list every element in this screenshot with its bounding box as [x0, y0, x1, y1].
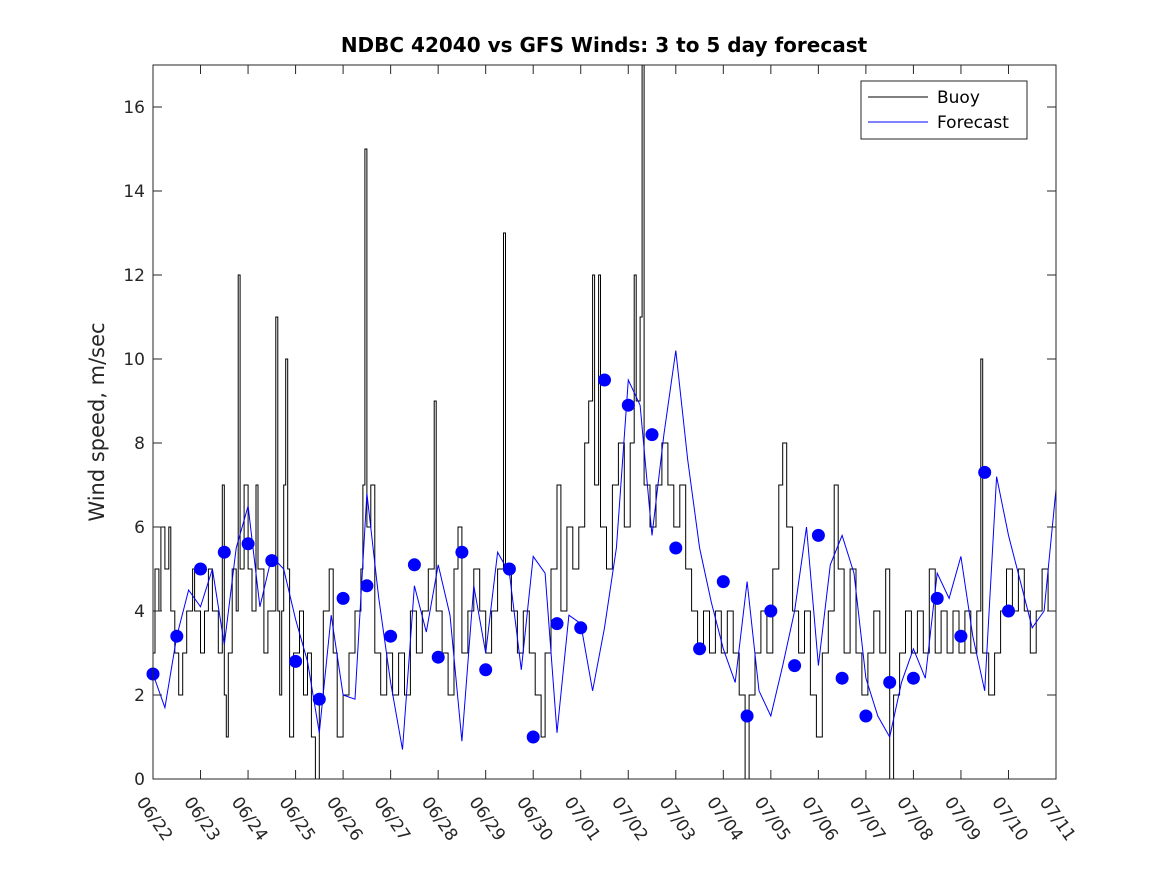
y-tick-label: 4 [134, 602, 145, 622]
forecast-marker [574, 621, 588, 635]
forecast-marker [431, 650, 445, 664]
forecast-marker [811, 528, 825, 542]
forecast-marker [645, 428, 659, 442]
y-axis: 0 2 4 6 8 10 12 14 16 [123, 98, 1056, 790]
y-tick-label: 14 [123, 182, 145, 202]
forecast-marker [336, 591, 350, 605]
buoy-series-line [153, 64, 1056, 780]
forecast-marker [241, 537, 255, 551]
forecast-marker [621, 398, 635, 412]
y-axis-label: Wind speed, m/sec [85, 322, 109, 521]
forecast-marker [835, 671, 849, 685]
legend-forecast-label: Forecast [937, 113, 1009, 133]
forecast-marker [312, 692, 326, 706]
forecast-marker [788, 659, 802, 673]
forecast-marker [693, 642, 707, 656]
forecast-marker [265, 554, 279, 568]
forecast-marker [859, 709, 873, 723]
forecast-marker [170, 629, 184, 643]
plot-area [146, 64, 1057, 780]
forecast-marker [906, 671, 920, 685]
forecast-marker [455, 545, 469, 559]
forecast-marker [384, 629, 398, 643]
forecast-marker [598, 373, 611, 387]
y-tick-label: 2 [134, 686, 145, 706]
y-tick-label: 12 [123, 266, 145, 286]
y-tick-label: 6 [134, 518, 145, 538]
plot-frame [152, 64, 1057, 780]
forecast-marker [1002, 604, 1015, 618]
forecast-marker [978, 465, 992, 479]
plot-background [153, 65, 1056, 779]
legend-box [860, 80, 1028, 140]
forecast-marker [289, 654, 303, 668]
chart-title: NDBC 42040 vs GFS Winds: 3 to 5 day fore… [341, 33, 868, 57]
buoy-series-layer [153, 64, 1056, 780]
legend: Buoy Forecast [860, 80, 1028, 140]
forecast-marker [479, 663, 493, 677]
y-tick-label: 0 [134, 770, 145, 790]
forecast-marker [360, 579, 374, 593]
forecast-marker [764, 604, 778, 618]
legend-buoy-label: Buoy [937, 88, 980, 108]
y-tick-label: 8 [134, 434, 145, 454]
y-tick-label: 10 [123, 350, 145, 370]
forecast-marker [954, 629, 968, 643]
forecast-series-layer [152, 350, 1057, 750]
forecast-marker [669, 541, 683, 555]
forecast-series-line [152, 350, 1057, 750]
forecast-marker [883, 675, 897, 689]
forecast-marker [407, 558, 421, 572]
forecast-marker [930, 591, 944, 605]
forecast-marker [716, 575, 730, 589]
forecast-marker [502, 562, 516, 576]
forecast-marker [550, 617, 564, 631]
forecast-marker [526, 730, 540, 744]
forecast-marker [194, 562, 207, 576]
y-tick-label: 16 [123, 98, 145, 118]
forecast-marker [217, 545, 231, 559]
forecast-marker [740, 709, 754, 723]
